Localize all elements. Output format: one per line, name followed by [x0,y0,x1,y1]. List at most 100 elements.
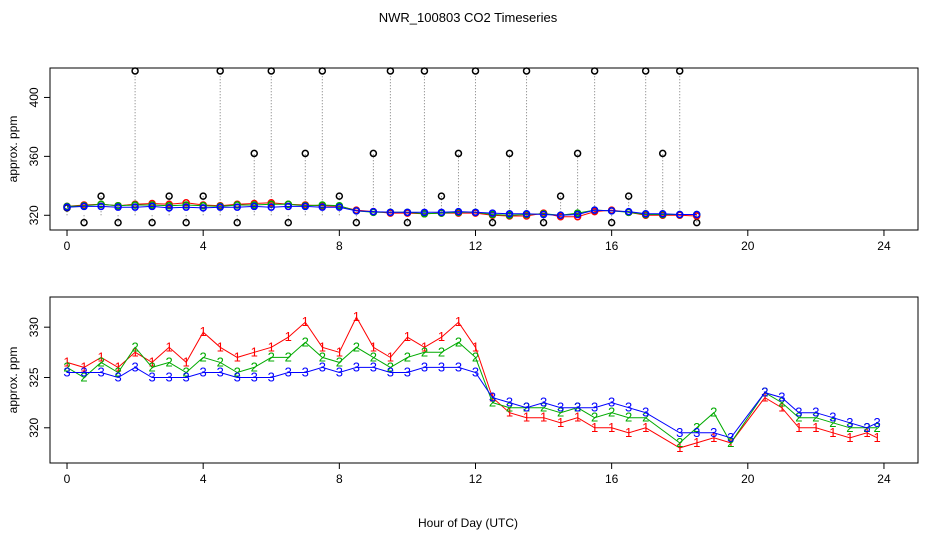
x-axis-label: Hour of Day (UTC) [418,516,518,530]
series-1-point: 1 [761,390,768,405]
series-1-point: 1 [812,420,819,435]
x-tick-label: 24 [877,472,891,486]
x-tick-label: 4 [200,472,207,486]
series-2-point: 2 [829,415,836,430]
series-1-point: 1 [574,410,581,425]
spike-marker [182,218,190,227]
series-1-point: 1 [353,309,360,324]
series-2-point: 2 [336,354,343,369]
series-3-point: 3 [319,359,326,374]
x-tick-label: 12 [469,472,483,486]
spike-marker [352,218,361,227]
series-3-point: 3 [268,369,275,384]
series-2-point: 2 [761,385,768,400]
series-1-point: 1 [863,425,870,440]
series-3-point: 3 [489,390,496,405]
series-3-point [216,203,224,211]
series-2-point: 2 [778,395,785,410]
series-2-point: 2 [472,349,479,364]
series-3-point [233,203,241,211]
series-3-point: 3 [557,400,564,415]
series-2-point: 2 [404,349,411,364]
x-tick-label: 24 [877,239,891,253]
x-tick-label: 4 [200,239,207,253]
spike-marker [437,192,446,200]
spike-marker [250,149,258,158]
series-2-point: 2 [421,344,428,359]
series-3-point [437,208,446,217]
series-1-point: 1 [404,329,411,344]
series-1-point: 1 [523,410,530,425]
spike-marker [386,67,395,75]
series-1-point: 1 [829,425,836,440]
series-3-point [403,208,412,217]
series-3-point: 3 [846,415,853,430]
series-3-point: 3 [506,395,513,410]
series-1-point: 1 [319,339,326,354]
series-2-point: 2 [846,420,853,435]
series-3-point: 3 [608,395,615,410]
spike-marker [335,192,344,200]
series-3-point: 3 [591,400,598,415]
series-3-point [692,210,701,219]
series-3-point: 3 [795,405,802,420]
spike-marker [488,218,497,227]
bottom-panel-ylabel: approx. ppm [6,347,20,414]
x-tick-label: 16 [605,472,619,486]
series-3-point [80,202,88,211]
series-1-point: 1 [183,354,190,369]
series-3-point [63,203,71,211]
spike-marker [131,67,139,75]
series-2-point: 2 [97,354,104,369]
series-1-point: 1 [166,339,173,354]
series-2-point: 2 [540,400,547,415]
spike-marker [199,192,207,200]
series-2-point: 2 [795,410,802,425]
series-2-point: 2 [727,435,734,450]
x-tick-label: 0 [64,239,71,253]
series-3-point: 3 [761,385,768,400]
series-3-point: 3 [778,390,785,405]
series-3-point: 3 [710,425,717,440]
x-tick-label: 0 [64,472,71,486]
series-3-point: 3 [812,405,819,420]
series-1-point: 1 [778,400,785,415]
spike-marker [165,192,173,200]
series-1-point: 1 [540,410,547,425]
series-1-point: 1 [710,430,717,445]
series-2-point: 2 [149,359,156,374]
series-2-point: 2 [251,359,258,374]
series-1-point: 1 [63,354,70,369]
series-3-point [641,210,650,218]
top-panel-ylabel: approx. ppm [6,116,20,183]
series-3-point [624,207,633,216]
series-1-point: 1 [608,420,615,435]
series-2-line [66,341,878,444]
series-1-point: 1 [251,344,258,359]
series-1-point: 1 [114,359,121,374]
spike-marker [471,67,480,75]
series-1-point: 1 [421,339,428,354]
series-3-point: 3 [302,364,309,379]
series-1-point: 1 [302,314,309,329]
series-2-point: 2 [183,364,190,379]
spike-marker [590,67,599,75]
series-3-point [148,202,156,211]
series-3-point: 3 [200,364,207,379]
series-3-point [675,210,684,219]
series-3-point: 3 [404,364,411,379]
spike-marker [216,67,224,75]
series-3-point: 3 [370,359,377,374]
x-tick-label: 16 [605,239,619,253]
series-1-point: 1 [625,425,632,440]
series-3-point: 3 [387,364,394,379]
series-3-point [131,203,139,211]
series-3-point: 3 [149,369,156,384]
x-tick-label: 20 [741,472,755,486]
series-3-point: 3 [166,369,173,384]
series-2-point: 2 [489,395,496,410]
y-tick-label: 325 [27,367,41,387]
series-3-point: 3 [676,425,683,440]
series-2-point: 2 [625,410,632,425]
series-2-point: 2 [874,420,881,435]
